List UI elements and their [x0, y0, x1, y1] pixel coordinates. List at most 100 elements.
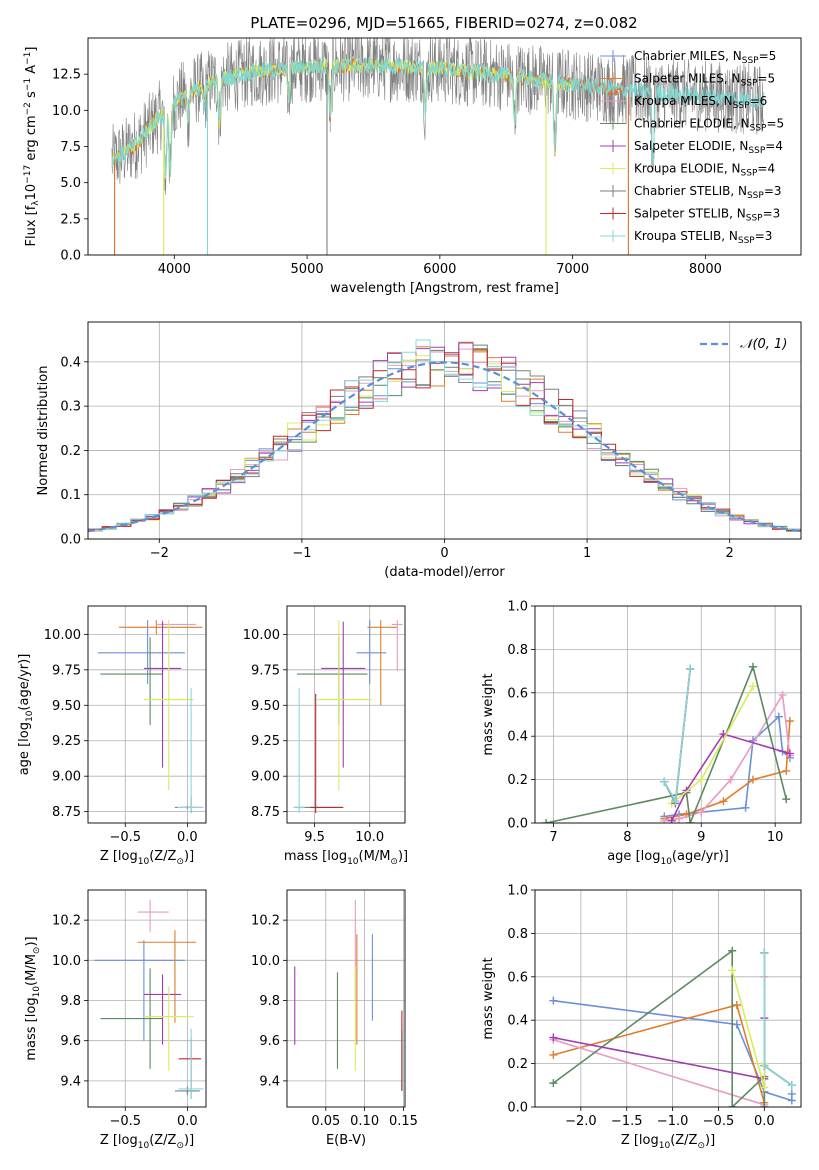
legend-label-part: =4 [757, 162, 775, 176]
legend-label-part: =3 [764, 184, 782, 198]
legend-label-part: =3 [755, 229, 773, 243]
weight-marker [782, 766, 791, 775]
plot-area [94, 900, 204, 1099]
y-axis-label-part: λ [31, 200, 41, 206]
y-tick-label: 9.25 [251, 734, 280, 749]
x-axis-label: Z [log10(Z/Z⊙)] [100, 849, 194, 867]
y-tick-label: 0.0 [507, 1101, 528, 1116]
ticks: 4000 5000 6000 7000 8000 0.0 2.5 5.0 7.5 10.0 12.5 [52, 68, 722, 277]
x-axis-label-part: mass [log [284, 849, 347, 864]
x-axis-label-part: 10 [660, 857, 672, 867]
y-tick-label: 1.0 [507, 884, 528, 899]
weight-marker [549, 1033, 558, 1042]
y-tick-label: 5.0 [60, 176, 81, 191]
x-axis-label: E(B-V) [326, 1133, 366, 1148]
ticks: −2 −1 0 1 2 0.0 0.1 0.2 0.3 0.4 [60, 355, 734, 561]
y-tick-label: 9.6 [60, 1034, 81, 1049]
x-tick-label: 5000 [291, 262, 324, 277]
y-axis-label-part: erg cm [24, 115, 39, 164]
plot-area [542, 662, 794, 823]
grid [88, 606, 206, 823]
weight-marker [667, 816, 676, 823]
age-vs-mass-panel: 9.5 10.0 8.75 9.00 9.25 9.50 9.75 10.00 mass [lo… [243, 605, 408, 867]
weight-marker [748, 682, 757, 691]
legend-label: Salpeter STELIB, NSSP=3 [634, 207, 780, 224]
legend-label-part: SSP [750, 124, 767, 134]
y-axis-label: age [log10(age/yr)] [17, 654, 35, 776]
y-tick-label: 0.0 [60, 249, 81, 264]
weight-marker [774, 712, 783, 721]
y-axis-label: mass [log10(M/M⊙)] [24, 936, 42, 1060]
x-axis-label-part: 10 [659, 1141, 671, 1151]
x-axis-label-part: (Z/Z [149, 1133, 176, 1148]
legend-label-part: SSP [741, 169, 758, 179]
mass-vs-metallicity-panel: −0.5 0.09.49.69.810.010.2Z [log10(Z/Z⊙)]m… [24, 889, 207, 1151]
x-tick-label: 8000 [689, 262, 722, 277]
y-tick-label: 9.00 [52, 770, 81, 785]
x-tick-label: 0.0 [754, 1114, 775, 1129]
weight-marker [686, 664, 695, 673]
residuals-panel: −2 −1 0 1 2 0.0 0.1 0.2 0.3 0.4 (data-model)/error… [36, 321, 802, 580]
errorbar-point [97, 620, 185, 685]
legend-label-part: Salpeter MILES, N [634, 72, 741, 86]
errorbar-point [178, 1028, 204, 1099]
x-tick-label: 7000 [556, 262, 589, 277]
y-tick-label: 9.8 [60, 994, 81, 1009]
weight-marker [671, 797, 680, 806]
x-tick-label: 10 [767, 830, 784, 845]
y-tick-label: 7.5 [60, 140, 81, 155]
x-tick-label: −1.5 [611, 1114, 643, 1129]
legend-label: Chabrier MILES, NSSP=5 [634, 49, 776, 66]
errorbar-point [391, 620, 403, 672]
figure-title: PLATE=0296, MJD=51665, FIBERID=0274, z=0… [250, 14, 637, 32]
ticks: −2.0 −1.5 −1.0 −0.5 0.0 0.0 0.2 0.4 0.6 0.8 1.0 [507, 884, 774, 1130]
x-axis-label-part: age [log [607, 849, 660, 864]
errorbar-point [100, 637, 163, 726]
errorbar-point [143, 620, 194, 791]
axes-frame [286, 605, 406, 824]
weight-marker [748, 662, 757, 671]
weight-marker [682, 786, 691, 795]
ticks: −0.5 0.0 9.4 9.6 9.8 10.0 10.2 [52, 914, 198, 1129]
x-tick-label: −1.0 [657, 1114, 689, 1129]
legend-label-part: SSP [747, 191, 764, 201]
axes-frame [286, 889, 406, 1108]
legend-label-part: SSP [746, 214, 763, 224]
x-tick-label: 0.0 [177, 830, 198, 845]
legend-label: 𝒩(0, 1) [740, 337, 787, 352]
legend-label-part: Kroupa STELIB, N [634, 229, 738, 243]
y-axis-label-part: ] [24, 47, 39, 52]
y-tick-label: 10.0 [52, 954, 81, 969]
y-tick-label: 10.00 [44, 628, 81, 643]
y-tick-label: 0.0 [60, 533, 81, 548]
y-tick-label: 0.0 [507, 817, 528, 832]
weight-marker [760, 1061, 769, 1070]
weight-marker [719, 797, 728, 806]
errorbar-point [119, 620, 203, 635]
y-tick-label: 0.4 [507, 730, 528, 745]
x-axis-label-part: )] [398, 849, 408, 864]
y-tick-label: 0.2 [507, 1057, 528, 1072]
errorbar-point [310, 693, 344, 814]
y-axis-label: mass weight [481, 957, 496, 1039]
legend-label: Salpeter ELODIE, NSSP=4 [634, 139, 783, 156]
plot-area [111, 38, 765, 255]
plot-area [293, 620, 403, 814]
x-tick-label: 8 [623, 830, 631, 845]
x-tick-label: 9 [697, 830, 705, 845]
legend-label-part: SSP [733, 101, 750, 111]
y-axis-label-part: mass [log [24, 997, 39, 1060]
axes-frame [87, 889, 207, 1108]
x-axis-label-part: (Z/Z [670, 1133, 697, 1148]
ticks: −0.5 0.0 8.75 9.00 9.25 9.50 9.75 10.00 [44, 628, 198, 845]
legend-label-part: Kroupa MILES, N [634, 94, 733, 108]
grid [287, 606, 405, 823]
legend-label: Chabrier ELODIE, NSSP=5 [634, 117, 784, 134]
y-tick-label: 9.8 [259, 994, 280, 1009]
x-axis-label: Z [log10(Z/Z⊙)] [100, 1133, 194, 1151]
y-tick-label: 8.75 [52, 805, 81, 820]
y-axis-label-part: −1 [23, 52, 33, 65]
legend-label: Kroupa STELIB, NSSP=3 [634, 229, 772, 246]
legend-label-part: Chabrier STELIB, N [634, 184, 747, 198]
